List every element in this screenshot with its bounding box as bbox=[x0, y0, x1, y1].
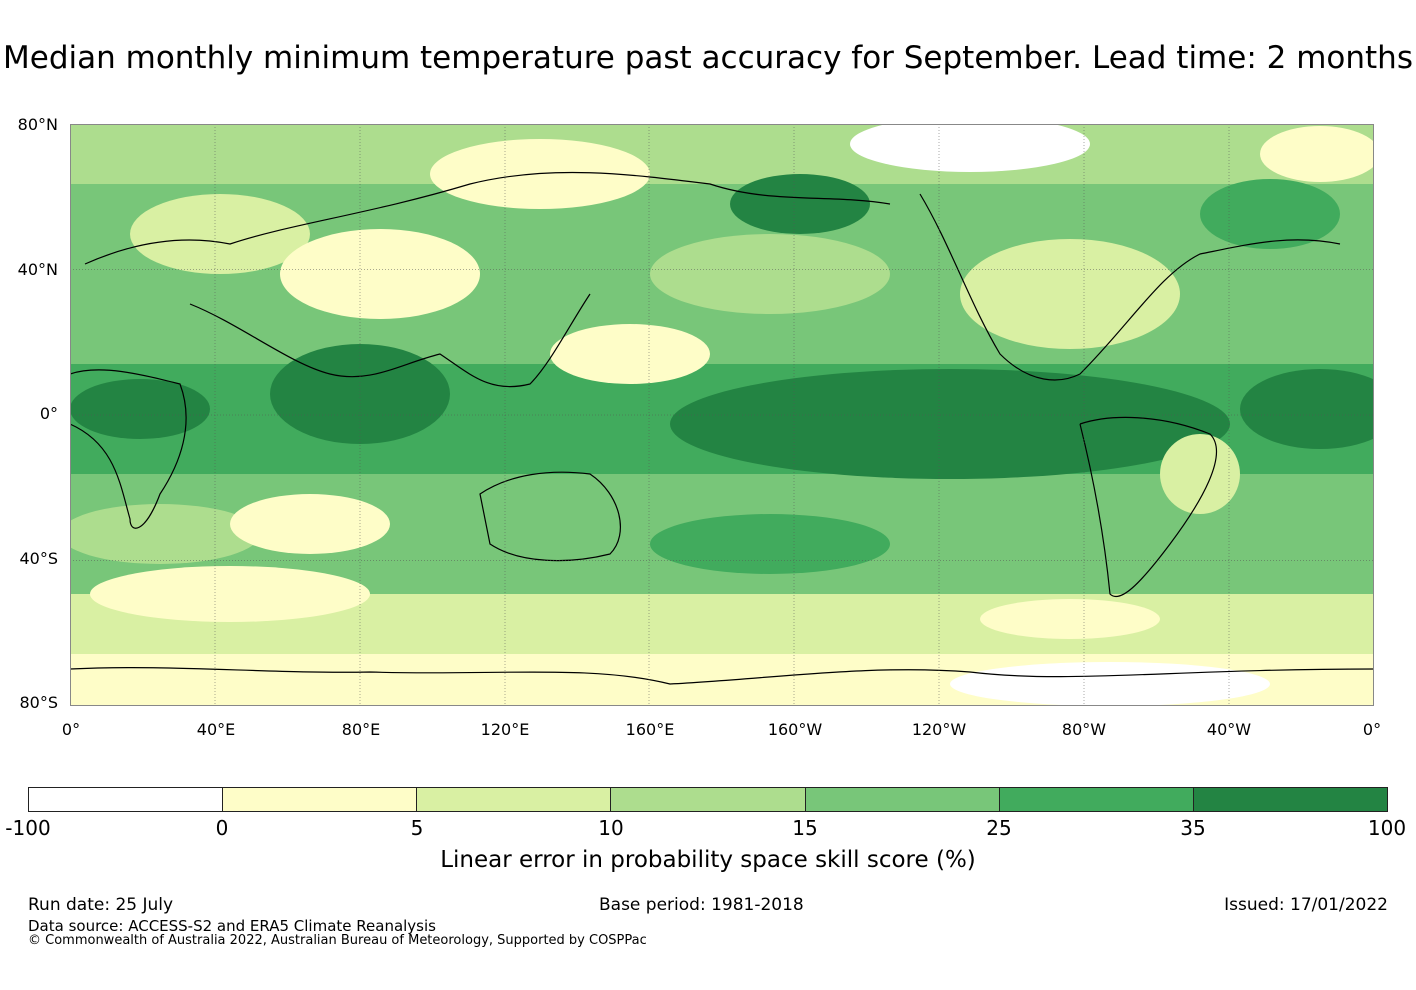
issued-date: Issued: 17/01/2022 bbox=[1224, 895, 1388, 915]
coastlines bbox=[70, 171, 1374, 685]
west-africa-high-skill bbox=[70, 379, 210, 439]
greenland-low-skill bbox=[1260, 126, 1374, 182]
north-america-coast bbox=[919, 193, 1341, 381]
north-pacific-patch bbox=[650, 234, 890, 314]
lon-label-120w: 120°W bbox=[911, 720, 967, 739]
colorbar-segment-6 bbox=[998, 788, 1193, 811]
south-atlantic-patch bbox=[70, 504, 260, 564]
brazil-patch bbox=[1160, 434, 1240, 514]
antarctica-coast bbox=[70, 666, 1374, 685]
antarctic-no-skill bbox=[950, 662, 1270, 706]
equatorial-pacific-high-skill bbox=[670, 369, 1230, 479]
colorbar-segment-1 bbox=[29, 788, 223, 811]
arctic-low-skill bbox=[850, 124, 1090, 172]
run-date: Run date: 25 July bbox=[28, 895, 174, 915]
lon-label-120e: 120°E bbox=[480, 720, 530, 739]
colorbar-tick: 5 bbox=[410, 816, 424, 840]
arctic-band bbox=[70, 124, 1374, 184]
south-america-coast bbox=[1079, 416, 1218, 598]
lon-label-40e: 40°E bbox=[196, 720, 236, 739]
south-asia-coast bbox=[189, 293, 591, 388]
africa-coast bbox=[70, 369, 187, 529]
australia-coast bbox=[479, 471, 621, 562]
southern-ocean-low-skill-east bbox=[980, 599, 1160, 639]
colorbar-label: Linear error in probability space skill … bbox=[440, 847, 976, 873]
data-source: Data source: ACCESS-S2 and ERA5 Climate … bbox=[28, 917, 436, 935]
colorbar-tick: 10 bbox=[598, 816, 624, 840]
colorbar-segment-3 bbox=[416, 788, 611, 811]
copyright: © Commonwealth of Australia 2022, Austra… bbox=[28, 933, 647, 948]
bering-high-skill bbox=[730, 174, 870, 234]
colorbar-segment-7 bbox=[1192, 788, 1387, 811]
eurasia-north-coast bbox=[84, 171, 891, 265]
west-pacific-low-skill bbox=[550, 324, 710, 384]
south-indian-low-skill bbox=[230, 494, 390, 554]
lat-label-40n: 40°N bbox=[17, 260, 58, 279]
south-pacific-patch bbox=[650, 514, 890, 574]
lat-label-80n: 80°N bbox=[17, 115, 58, 134]
colorbar-tick: 15 bbox=[792, 816, 818, 840]
skill-score-map bbox=[70, 124, 1374, 706]
map-title: Median monthly minimum temperature past … bbox=[3, 40, 1413, 76]
colorbar bbox=[28, 787, 1388, 812]
lon-label-80e: 80°E bbox=[341, 720, 381, 739]
lon-label-0-left: 0° bbox=[61, 720, 81, 739]
north-atlantic-patch bbox=[1200, 179, 1340, 249]
colorbar-tick: -100 bbox=[5, 816, 51, 840]
lat-label-equator: 0° bbox=[39, 404, 58, 423]
colorbar-tick: 0 bbox=[215, 816, 229, 840]
map-frame bbox=[70, 124, 1374, 706]
colorbar-segment-4 bbox=[610, 788, 805, 811]
north-america-patch bbox=[960, 239, 1180, 349]
colorbar-tick: 25 bbox=[986, 816, 1012, 840]
lon-label-160w: 160°W bbox=[767, 720, 823, 739]
central-asia-low-skill bbox=[280, 229, 480, 319]
colorbar-tick: 35 bbox=[1180, 816, 1206, 840]
southern-ocean-low-skill-west bbox=[90, 566, 370, 622]
colorbar-segment-2 bbox=[222, 788, 417, 811]
lon-label-80w: 80°W bbox=[1061, 720, 1107, 739]
base-period: Base period: 1981-2018 bbox=[599, 895, 804, 915]
graticule bbox=[70, 124, 1374, 706]
lon-label-40w: 40°W bbox=[1206, 720, 1252, 739]
colorbar-segment-5 bbox=[804, 788, 999, 811]
lon-label-160e: 160°E bbox=[625, 720, 675, 739]
lat-label-40s: 40°S bbox=[19, 549, 58, 568]
lat-label-80s: 80°S bbox=[19, 693, 58, 712]
colorbar-tick: 100 bbox=[1367, 816, 1407, 840]
equatorial-atlantic-high-skill bbox=[1240, 369, 1374, 449]
europe-patch bbox=[130, 194, 310, 274]
lon-label-0-right: 0° bbox=[1362, 720, 1382, 739]
